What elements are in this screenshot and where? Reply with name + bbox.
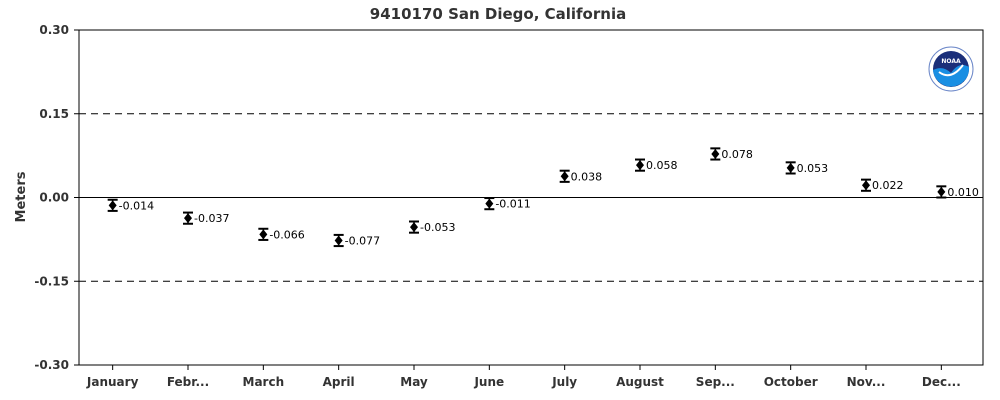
x-tick-label: May xyxy=(400,375,428,389)
data-point: 0.010 xyxy=(936,185,979,199)
data-label: 0.010 xyxy=(947,186,979,199)
x-tick-label: July xyxy=(551,375,577,389)
data-label: -0.014 xyxy=(119,199,154,212)
data-point: 0.053 xyxy=(785,161,829,175)
data-label: 0.078 xyxy=(721,148,753,161)
data-point: -0.066 xyxy=(258,227,305,241)
data-label: 0.053 xyxy=(797,162,829,175)
data-label: -0.011 xyxy=(495,198,530,211)
diamond-marker xyxy=(636,160,644,171)
diamond-marker xyxy=(937,186,946,197)
data-label: 0.058 xyxy=(646,159,678,172)
noaa-logo: NOAA xyxy=(928,46,974,92)
x-tick-label: June xyxy=(473,375,504,389)
y-tick-label: 0.15 xyxy=(39,107,69,121)
data-label: -0.053 xyxy=(420,221,455,234)
data-label: -0.037 xyxy=(194,212,229,225)
logo-text: NOAA xyxy=(941,58,961,65)
x-tick-label: April xyxy=(323,375,355,389)
x-axis-ticks: January Febr... March April May June July Augus… xyxy=(86,365,961,389)
y-axis-label: Meters xyxy=(14,171,29,222)
diamond-marker xyxy=(711,148,720,159)
x-tick-label: October xyxy=(764,375,818,389)
reference-lines xyxy=(79,113,983,282)
y-tick-label: -0.15 xyxy=(34,274,69,288)
diamond-marker xyxy=(485,198,494,209)
data-point: 0.058 xyxy=(635,158,678,172)
data-point: 0.078 xyxy=(710,147,753,161)
y-tick-label: 0.00 xyxy=(39,191,69,205)
data-label: 0.022 xyxy=(872,179,904,192)
x-tick-label: March xyxy=(243,375,285,389)
data-point: 0.022 xyxy=(861,178,904,192)
x-tick-label: Febr... xyxy=(167,375,209,389)
data-point: -0.037 xyxy=(183,211,229,225)
diamond-marker xyxy=(334,235,343,246)
x-tick-label: January xyxy=(86,375,139,389)
x-tick-label: Nov... xyxy=(847,375,886,389)
data-point: -0.053 xyxy=(409,220,455,234)
x-tick-label: Dec... xyxy=(922,375,961,389)
logo-bottom-wave xyxy=(933,65,970,87)
logo-gull xyxy=(938,64,964,77)
chart-title: 9410170 San Diego, California xyxy=(370,5,626,23)
data-points: -0.014 -0.037 -0.066 -0.077 -0.053 -0.011 0.03… xyxy=(107,147,979,247)
data-point: -0.011 xyxy=(484,197,531,211)
x-tick-label: Sep... xyxy=(696,375,735,389)
data-point: -0.014 xyxy=(107,198,154,212)
data-point: -0.077 xyxy=(333,233,380,247)
diamond-marker xyxy=(410,222,418,233)
data-label: -0.077 xyxy=(345,234,380,247)
data-label: 0.038 xyxy=(571,170,603,183)
diamond-marker xyxy=(259,229,268,240)
y-tick-label: -0.30 xyxy=(34,358,69,372)
diamond-marker xyxy=(184,213,192,224)
y-tick-label: 0.30 xyxy=(39,23,69,37)
diamond-marker xyxy=(108,200,117,211)
y-axis-ticks: 0.30 0.15 0.00 -0.15 -0.30 xyxy=(34,23,79,372)
data-label: -0.066 xyxy=(269,228,304,241)
data-point: 0.038 xyxy=(559,169,603,183)
diamond-marker xyxy=(786,162,795,173)
diamond-marker xyxy=(862,180,870,191)
diamond-marker xyxy=(560,171,569,182)
x-tick-label: August xyxy=(616,375,664,389)
